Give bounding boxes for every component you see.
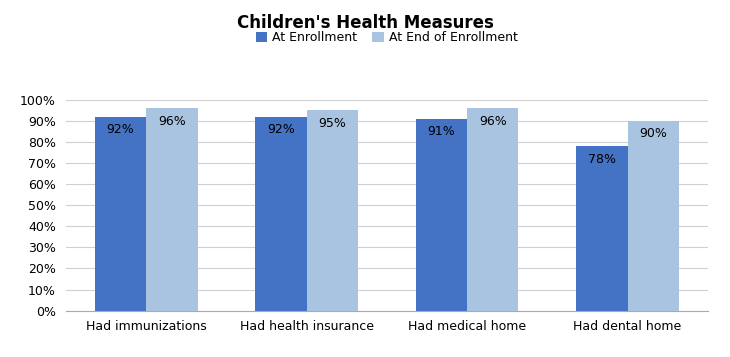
Bar: [255, 117, 307, 311]
Bar: [467, 109, 518, 311]
Bar: [146, 109, 198, 311]
Bar: [95, 117, 146, 311]
Text: 91%: 91%: [428, 125, 456, 138]
Bar: [307, 111, 358, 311]
Text: 96%: 96%: [479, 115, 507, 128]
Bar: [576, 146, 628, 311]
Text: 95%: 95%: [318, 117, 346, 130]
Text: 92%: 92%: [267, 123, 295, 136]
Text: 92%: 92%: [107, 123, 134, 136]
Bar: [416, 119, 467, 311]
Text: 78%: 78%: [588, 153, 616, 166]
Legend: At Enrollment, At End of Enrollment: At Enrollment, At End of Enrollment: [251, 26, 523, 49]
Text: 96%: 96%: [158, 115, 186, 128]
Text: Children's Health Measures: Children's Health Measures: [237, 14, 493, 32]
Text: 90%: 90%: [639, 127, 667, 140]
Bar: [628, 121, 679, 311]
